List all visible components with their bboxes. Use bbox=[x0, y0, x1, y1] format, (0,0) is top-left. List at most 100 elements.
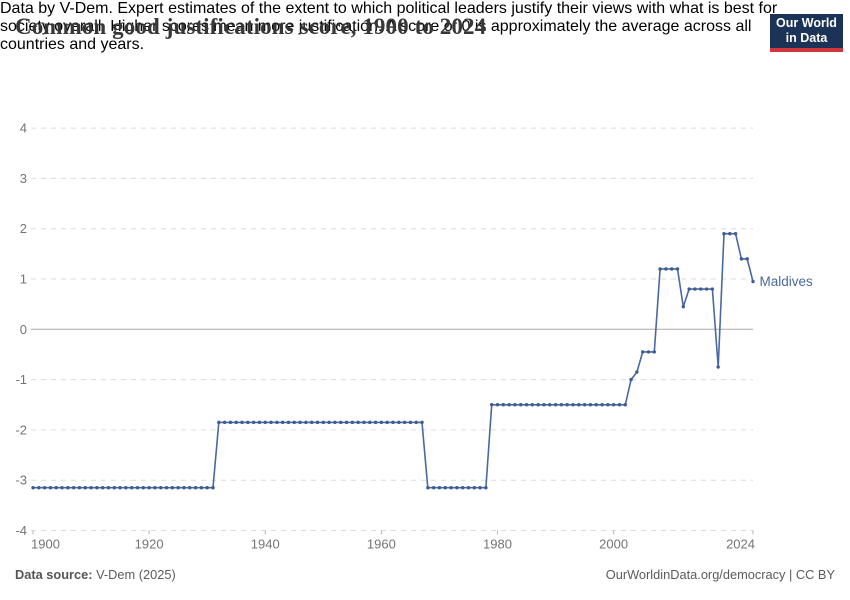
data-point bbox=[100, 486, 105, 490]
data-point bbox=[246, 420, 250, 425]
data-point bbox=[507, 403, 511, 407]
data-point bbox=[298, 420, 302, 425]
data-point bbox=[193, 486, 198, 490]
data-point bbox=[716, 365, 720, 369]
data-point bbox=[275, 420, 279, 425]
data-point bbox=[135, 486, 140, 490]
data-point bbox=[164, 486, 169, 490]
data-point bbox=[565, 403, 569, 407]
data-point bbox=[652, 350, 656, 354]
data-point bbox=[658, 267, 662, 271]
page-title: Common good justifications score, 1900 t… bbox=[15, 14, 487, 39]
data-point bbox=[449, 486, 453, 490]
y-axis-label: 4 bbox=[20, 121, 27, 136]
data-point bbox=[472, 486, 476, 490]
data-point bbox=[205, 486, 209, 490]
x-axis-label: 2024 bbox=[726, 537, 755, 552]
data-point bbox=[640, 350, 645, 354]
data-point bbox=[484, 486, 488, 490]
data-point bbox=[751, 279, 755, 284]
data-point bbox=[60, 486, 64, 490]
data-point bbox=[466, 486, 471, 490]
data-point bbox=[687, 287, 691, 291]
data-point bbox=[362, 420, 366, 425]
data-point bbox=[31, 486, 35, 490]
data-point bbox=[356, 420, 360, 425]
x-axis-label: 1980 bbox=[483, 537, 512, 552]
data-point bbox=[530, 403, 535, 407]
entity-label[interactable]: Maldives bbox=[760, 274, 814, 289]
data-point bbox=[664, 267, 668, 271]
data-point bbox=[536, 403, 540, 407]
data-point bbox=[402, 420, 407, 425]
data-point bbox=[460, 486, 465, 490]
data-point bbox=[490, 403, 494, 407]
data-point bbox=[675, 267, 680, 271]
data-point bbox=[524, 403, 529, 407]
data-point bbox=[153, 486, 157, 490]
data-point bbox=[455, 486, 459, 490]
line-chart[interactable]: 4 3 2 1 0 -1 -2 -3 -4 1900 1920 1940 1960 1980 2000 202… bbox=[0, 115, 850, 565]
data-point bbox=[519, 403, 523, 407]
chart-footer: Data source: V-Dem (2025) OurWorldinData… bbox=[15, 567, 835, 582]
data-point bbox=[431, 486, 436, 490]
subtitle-line: society overall. Higher scores mean more… bbox=[0, 18, 752, 35]
data-point bbox=[542, 403, 546, 407]
y-axis-label: 1 bbox=[20, 272, 27, 287]
data-point bbox=[728, 232, 732, 236]
data-point bbox=[37, 486, 41, 490]
data-point bbox=[635, 370, 639, 374]
data-point bbox=[211, 486, 215, 490]
data-point bbox=[217, 420, 221, 425]
data-point bbox=[310, 420, 314, 425]
data-point bbox=[373, 420, 378, 425]
data-point bbox=[495, 403, 500, 407]
data-point bbox=[606, 403, 610, 407]
x-axis-label: 2000 bbox=[599, 537, 628, 552]
data-point bbox=[478, 486, 482, 490]
data-point bbox=[89, 486, 93, 490]
data-point bbox=[745, 257, 749, 261]
data-point bbox=[588, 403, 593, 407]
data-point bbox=[553, 403, 558, 407]
subtitle-line: Data by V-Dem. Expert estimates of the e… bbox=[0, 0, 778, 17]
data-point bbox=[286, 420, 291, 425]
data-point bbox=[170, 486, 175, 490]
data-source-value: V-Dem (2025) bbox=[96, 567, 176, 582]
data-point bbox=[582, 403, 587, 407]
y-axis-label: -3 bbox=[15, 473, 27, 488]
owid-logo[interactable]: Our World in Data bbox=[770, 14, 843, 52]
data-point bbox=[130, 486, 134, 490]
data-point bbox=[234, 420, 238, 425]
data-point bbox=[594, 403, 598, 407]
data-point bbox=[292, 420, 296, 425]
data-point bbox=[414, 420, 418, 425]
data-point bbox=[269, 420, 273, 425]
data-point bbox=[83, 486, 87, 490]
credit-link[interactable]: OurWorldinData.org/democracy | CC BY bbox=[605, 567, 835, 582]
data-point bbox=[733, 232, 738, 236]
data-point bbox=[391, 420, 395, 425]
data-point bbox=[77, 486, 82, 490]
data-point bbox=[699, 287, 703, 291]
data-point bbox=[280, 420, 285, 425]
data-point bbox=[426, 486, 430, 490]
y-axis-label: -1 bbox=[15, 372, 27, 387]
data-point bbox=[408, 420, 413, 425]
data-point bbox=[188, 486, 192, 490]
data-point bbox=[646, 350, 651, 354]
data-point bbox=[513, 403, 517, 407]
data-point bbox=[704, 287, 709, 291]
data-point bbox=[251, 420, 256, 425]
subtitle-line: countries and years. bbox=[0, 36, 145, 53]
data-point bbox=[182, 486, 186, 490]
data-point bbox=[339, 420, 343, 425]
data-point bbox=[240, 420, 244, 425]
data-point bbox=[176, 486, 180, 490]
data-point bbox=[437, 486, 442, 490]
data-point bbox=[722, 232, 726, 236]
y-axis-label: 3 bbox=[20, 171, 27, 186]
data-point bbox=[693, 287, 697, 291]
data-point bbox=[95, 486, 99, 490]
